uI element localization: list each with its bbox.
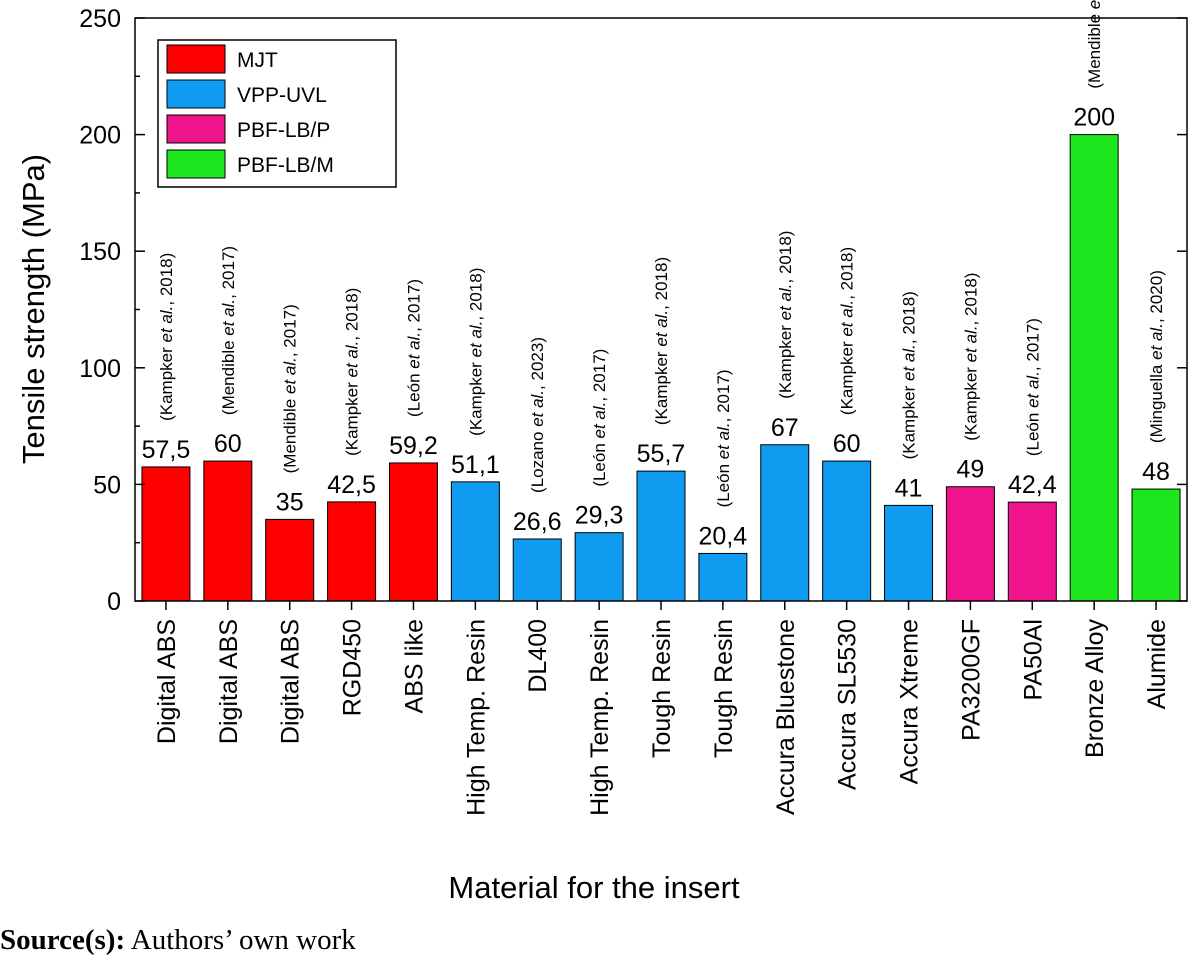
bar-value-label: 59,2 [389,432,438,460]
citation-label: (Kampker et al., 2018) [900,291,919,459]
category-label: Digital ABS [215,619,243,744]
citation-label: (Minguella et al., 2020) [1147,270,1166,443]
citation-label: (Kampker et al., 2018) [776,231,795,399]
bars-layer [141,134,1181,602]
legend-label: PBF-LB/P [237,119,330,142]
citation-label: (León et al., 2017) [1023,318,1042,456]
bar [1131,488,1181,602]
citation-label: (Kampker et al., 2018) [466,268,485,436]
citation-label: (Kampker et al., 2018) [652,257,671,425]
x-axis-title: Material for the insert [448,870,740,905]
bar-value-label: 49 [957,456,985,484]
bar-value-label: 55,7 [637,440,686,468]
source-label: Source(s): [0,924,126,956]
bar-value-label: 60 [214,430,242,458]
bar-value-label: 26,6 [513,508,562,536]
bar [698,552,748,602]
category-label: RGD450 [339,619,367,716]
bar [760,444,810,602]
category-label: Tough Resin [710,619,738,758]
bar-value-label: 42,4 [1008,471,1057,499]
bar-value-label: 20,4 [699,522,748,550]
bar [822,460,872,602]
bar [574,532,624,602]
citation-label: (Mendible et al., 2017) [219,246,238,415]
bar [203,460,253,602]
bar [1007,501,1057,602]
citation-label: (León et al., 2017) [714,369,733,507]
bar-value-label: 57,5 [142,436,191,464]
bar [945,486,995,602]
bar-value-label: 48 [1142,458,1170,486]
bar-value-label: 51,1 [451,451,500,479]
bar [1069,134,1119,602]
source-caption: Source(s): Authors’ own work [0,924,356,957]
category-label: Digital ABS [277,619,305,744]
legend-label: PBF-LB/M [237,154,334,177]
bar [327,501,377,602]
bar-value-label: 200 [1073,104,1115,132]
citation-label: (León et al., 2017) [590,349,609,487]
y-axis-title: Tensile strength (MPa) [16,154,51,464]
legend: MJT VPP-UVL PBF-LB/P PBF-LB/M [157,39,397,188]
legend-swatch [166,79,226,109]
y-tick-label: 150 [79,238,121,266]
bar [265,518,315,602]
bar-value-label: 29,3 [575,502,624,530]
category-label: Accura Xtreme [896,619,924,784]
tensile-strength-chart: 57,5 Digital ABS (Kampker et al., 2018) 60 D… [16,0,1188,905]
category-label: PA50Al [1019,619,1047,701]
bar [388,462,438,602]
bar-value-label: 35 [276,488,304,516]
bar-value-label: 41 [895,474,923,502]
citation-label: (Mendible et al., 2017) [281,304,300,473]
citation-label: (Kampker et al., 2018) [838,247,857,415]
category-label: Bronze Alloy [1081,619,1109,758]
y-tick-label: 50 [93,471,121,499]
y-tick-label: 250 [79,5,121,33]
labels-layer: 57,5 Digital ABS (Kampker et al., 2018) 60 D… [142,0,1171,816]
bar-value-label: 42,5 [327,471,376,499]
citation-label: (Mendible et al., 2017) [1085,0,1104,89]
category-label: High Temp. Resin [586,619,614,816]
legend-swatch [166,114,226,144]
legend-label: MJT [237,49,278,72]
bar [450,481,500,602]
category-label: Accura SL5530 [834,619,862,790]
category-label: ABS like [400,619,428,713]
citation-label: (Kampker et al., 2018) [157,253,176,421]
y-tick-label: 100 [79,355,121,383]
bar [512,538,562,602]
citation-label: (Kampker et al., 2018) [343,288,362,456]
category-label: DL400 [524,619,552,693]
category-label: PA3200GF [957,619,985,741]
category-label: Digital ABS [153,619,181,744]
category-label: Alumide [1143,619,1171,709]
axis-layer: 0 50 100 150 200 250 [79,5,1187,616]
citation-label: (León et al., 2017) [404,279,423,417]
y-tick-label: 200 [79,122,121,150]
y-tick-label: 0 [107,588,121,616]
category-label: High Temp. Resin [462,619,490,816]
legend-swatch [166,149,226,179]
citation-label: (Kampker et al., 2018) [961,273,980,441]
source-text: Authors’ own work [125,924,356,956]
citation-label: (Lozano et al., 2023) [528,337,547,493]
bar [141,466,191,602]
legend-swatch [166,44,226,74]
bar [884,504,934,602]
bar-value-label: 67 [771,414,799,442]
bar-value-label: 60 [833,430,861,458]
legend-label: VPP-UVL [237,84,327,107]
category-label: Tough Resin [648,619,676,758]
bar [636,470,686,602]
category-label: Accura Bluestone [772,619,800,815]
